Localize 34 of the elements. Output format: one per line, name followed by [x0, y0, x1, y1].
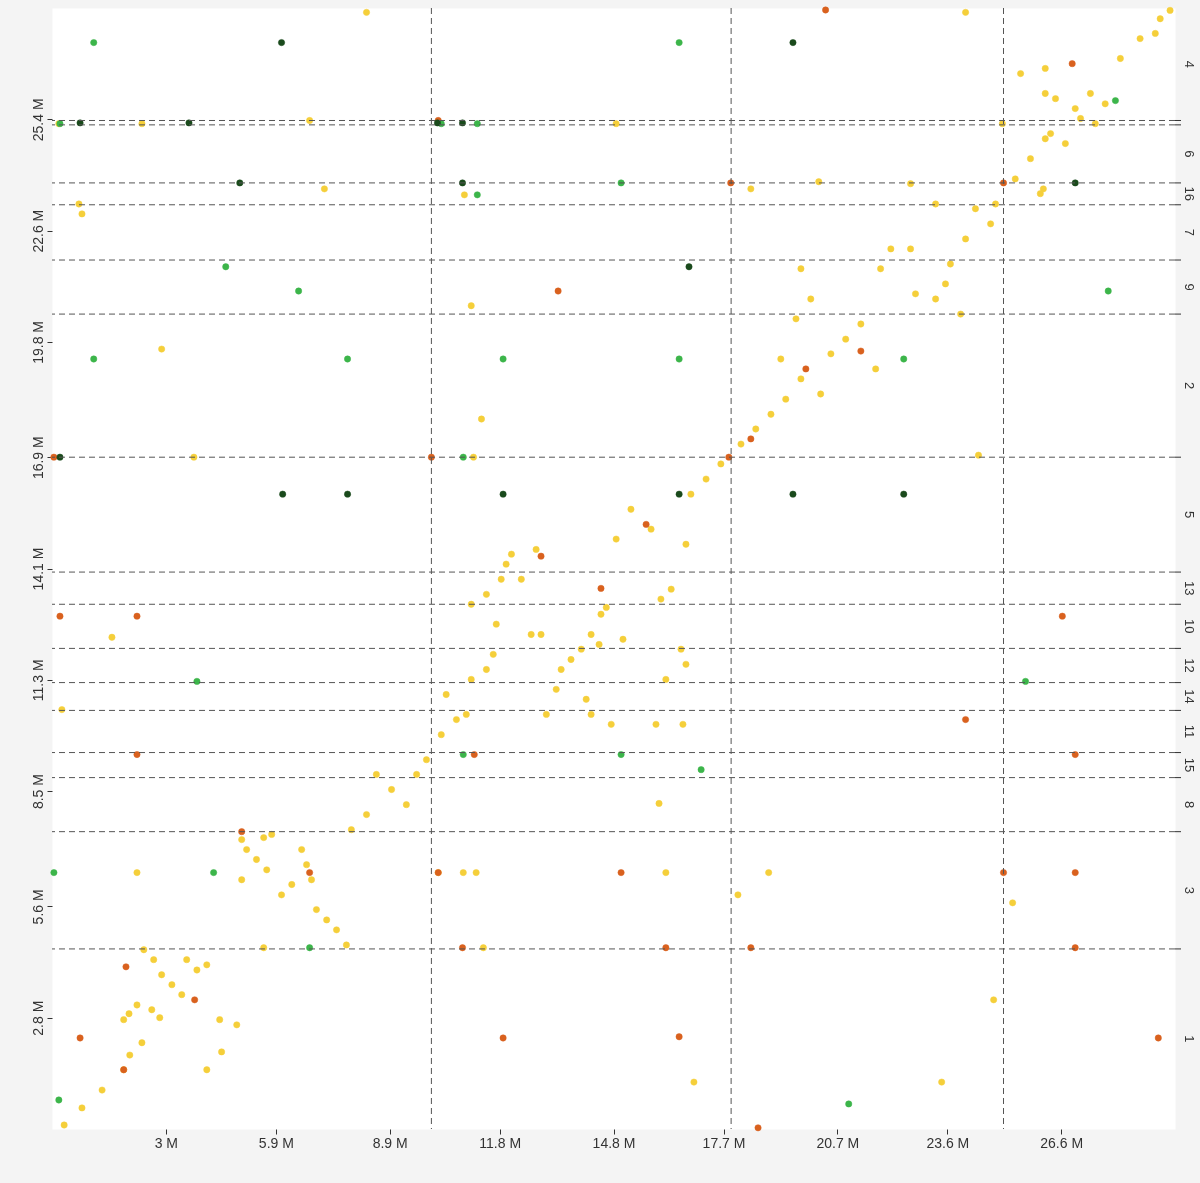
text: 2 — [1182, 382, 1197, 390]
y-tick-label: 22.6 M — [29, 209, 46, 253]
y-tick-label: 19.8 M — [29, 321, 46, 364]
y-tick-label: 14.1 M — [29, 547, 46, 591]
text: 11 — [1182, 724, 1197, 739]
x-tick-label: 17.7 M — [702, 1134, 746, 1151]
text: 9 — [1182, 283, 1197, 291]
y-tick-label: 16.9 M — [29, 436, 46, 480]
text: 3 — [1182, 886, 1197, 894]
y-tick-label: 8.5 M — [29, 774, 46, 810]
y-tick-label: 25.4 M — [29, 98, 46, 142]
text: 13 — [1182, 580, 1197, 596]
text: 1 — [1182, 1035, 1197, 1043]
text: 4 — [1182, 60, 1197, 68]
text: 16 — [1182, 186, 1197, 202]
y-tick-label: 2.8 M — [29, 1000, 46, 1036]
text: 12 — [1182, 658, 1197, 673]
x-tick-label: 26.6 M — [1040, 1134, 1084, 1151]
x-tick-label: 5.9 M — [258, 1134, 294, 1151]
text: 5 — [1182, 511, 1197, 519]
y-tick-label: 11.3 M — [29, 659, 46, 702]
x-tick-label: 3 M — [154, 1134, 178, 1151]
y-tick-label: 5.6 M — [29, 889, 46, 925]
x-tick-label: 11.8 M — [479, 1134, 522, 1151]
text: 14 — [1182, 689, 1197, 704]
x-tick-label: 14.8 M — [592, 1134, 636, 1151]
text: 10 — [1182, 619, 1197, 634]
x-tick-label: 20.7 M — [816, 1134, 860, 1151]
text: 15 — [1182, 757, 1197, 773]
text: 7 — [1182, 228, 1197, 237]
text: 8 — [1182, 801, 1197, 809]
text: 6 — [1182, 150, 1197, 158]
x-tick-label: 8.9 M — [372, 1134, 408, 1151]
x-tick-label: 23.6 M — [926, 1134, 970, 1151]
